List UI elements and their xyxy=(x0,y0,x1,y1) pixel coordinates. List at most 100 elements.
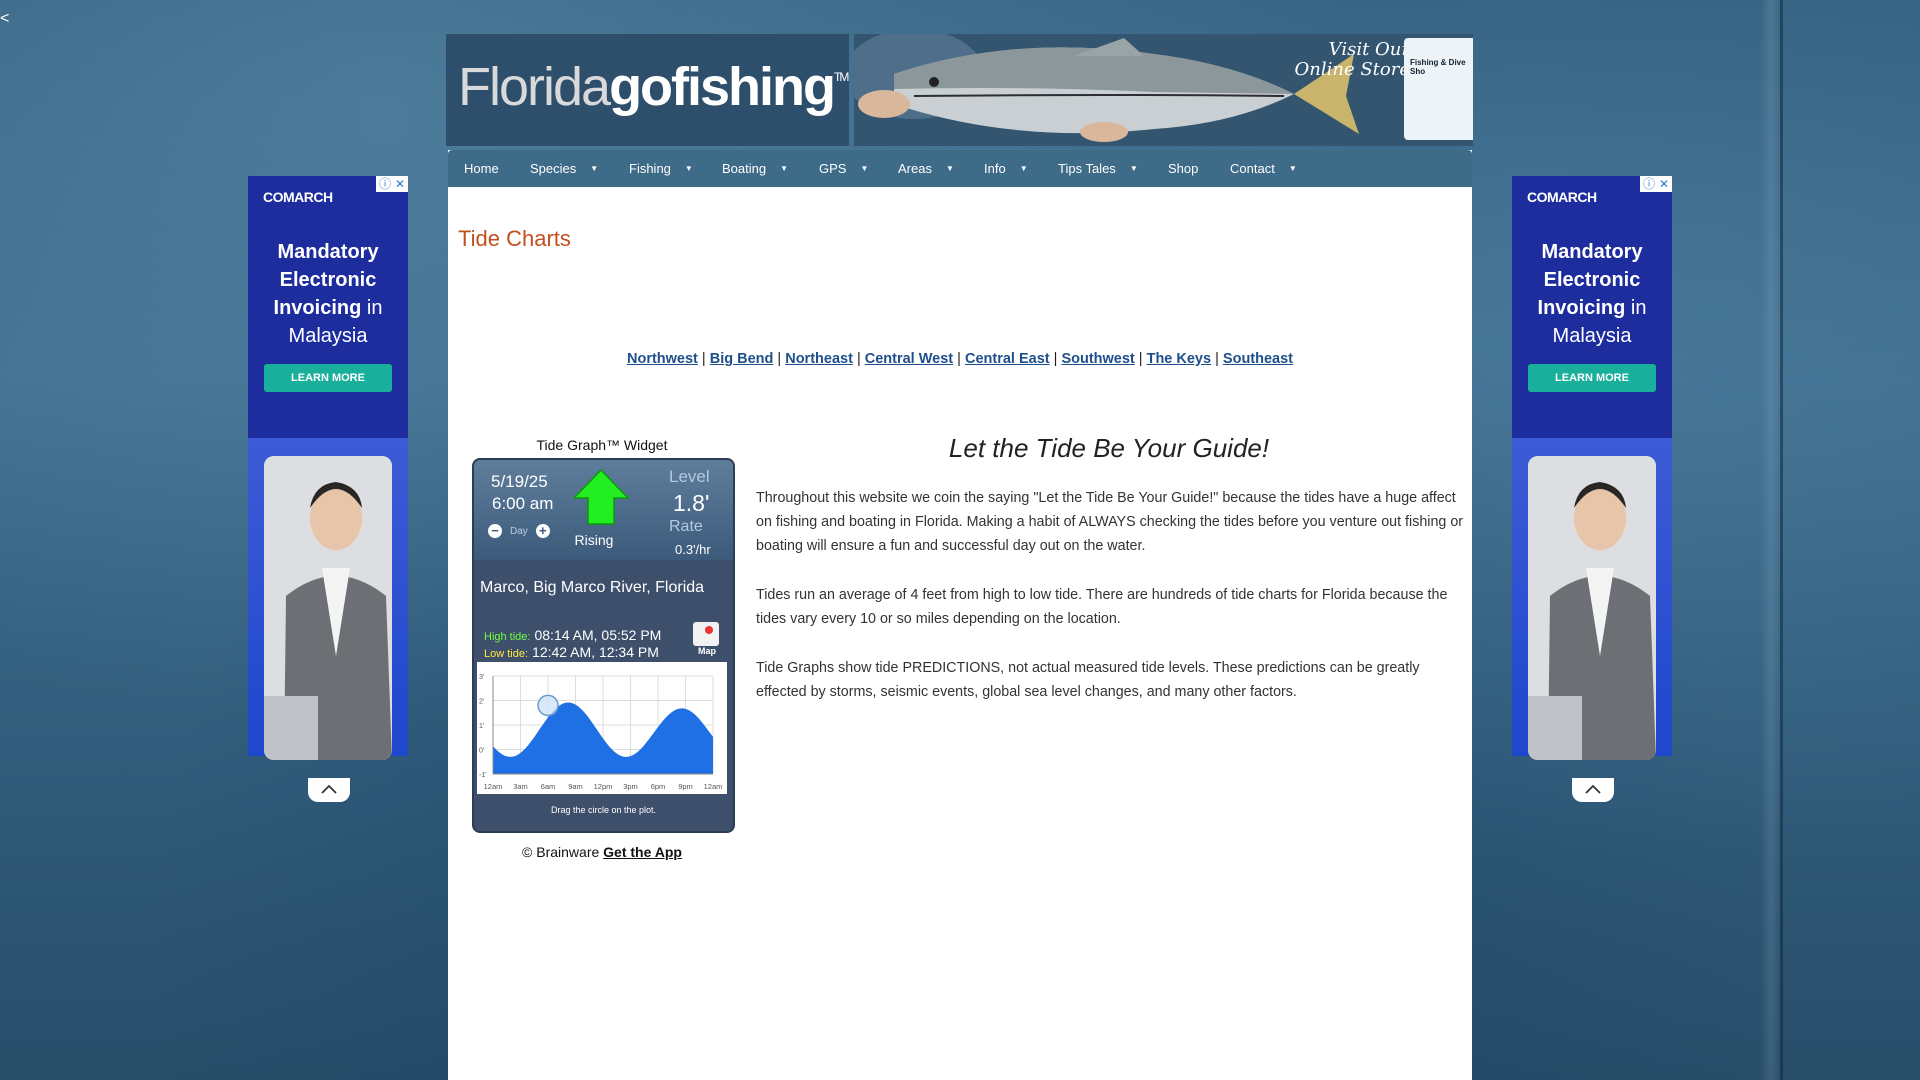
nav-item-tips-tales[interactable]: Tips Tales ▼ xyxy=(1058,150,1138,187)
ad-info-icon[interactable]: ⓘ xyxy=(379,177,392,191)
low-tide-times: 12:42 AM, 12:34 PM xyxy=(532,644,659,660)
ad-close-icon[interactable]: ✕ xyxy=(1659,177,1670,191)
region-link-northeast[interactable]: Northeast xyxy=(785,351,853,367)
logo-bold-text: gofishing xyxy=(609,57,836,117)
x-tick-label: 3pm xyxy=(623,782,638,791)
x-tick-label: 6pm xyxy=(651,782,666,791)
tide-plot[interactable]: 3' 2' 1' 0' -1' 12am 3am 6am 9am 12pm 3pm 6pm 9pm 12a… xyxy=(477,662,727,794)
chevron-up-icon xyxy=(1585,784,1601,794)
chevron-down-icon: ▼ xyxy=(590,164,599,173)
rising-arrow-icon xyxy=(572,468,630,525)
day-stepper: − Day + xyxy=(488,524,550,538)
y-tick-label: 1' xyxy=(479,723,484,730)
y-tick-label: 3' xyxy=(479,674,484,681)
nav-item-shop[interactable]: Shop xyxy=(1168,161,1199,176)
snook-fish-image xyxy=(854,34,1473,146)
ad-headline: Mandatory Electronic Invoicing in Malays… xyxy=(1537,241,1647,347)
page-title: Tide Charts xyxy=(458,226,571,251)
nav-item-home[interactable]: Home xyxy=(464,161,499,176)
ad-headline: Mandatory Electronic Invoicing in Malays… xyxy=(273,241,383,347)
right-ad[interactable]: COMARCH ⓘ ✕ Mandatory Electronic Invoici… xyxy=(1512,176,1672,802)
logo-light-text: Florida xyxy=(458,57,611,117)
chevron-down-icon: ▼ xyxy=(945,164,954,173)
nav-item-gps[interactable]: GPS ▼ xyxy=(819,150,868,187)
x-tick-label: 9am xyxy=(568,782,583,791)
background-edge-line xyxy=(1780,0,1783,1080)
tide-curve-area xyxy=(493,702,713,774)
map-button[interactable]: Map xyxy=(693,622,721,660)
ad-brand-logo: COMARCH xyxy=(263,189,333,205)
nav-item-contact[interactable]: Contact ▼ xyxy=(1230,150,1297,187)
chevron-down-icon: ▼ xyxy=(1129,164,1138,173)
tide-plot-svg: 3' 2' 1' 0' -1' 12am 3am 6am 9am 12pm 3pm 6pm 9pm 12a… xyxy=(479,674,723,791)
nav-item-fishing[interactable]: Fishing ▼ xyxy=(629,150,693,187)
ad-person-image xyxy=(1528,456,1656,760)
tide-graph-widget: 5/19/25 6:00 am − Day + Rising Level 1.8' … xyxy=(472,458,735,833)
store-product-image: Fishing & Dive Sho xyxy=(1404,38,1473,140)
nav-item-areas[interactable]: Areas ▼ xyxy=(898,150,954,187)
plot-hint: Drag the circle on the plot. xyxy=(550,805,657,815)
map-pin-icon xyxy=(693,622,719,646)
ad-collapse-button[interactable] xyxy=(1572,778,1614,802)
high-tide-times: 08:14 AM, 05:52 PM xyxy=(534,627,662,643)
chevron-up-icon xyxy=(321,784,337,794)
region-link-central-east[interactable]: Central East xyxy=(964,351,1050,367)
rate-label: Rate xyxy=(669,518,703,535)
region-link-southeast[interactable]: Southeast xyxy=(1222,351,1294,367)
article-paragraph-2: Tides run an average of 4 feet from high… xyxy=(756,587,1448,627)
high-tide-label: High tide: xyxy=(484,631,531,643)
back-arrow-glyph[interactable]: < xyxy=(0,10,10,27)
y-tick-label: 0' xyxy=(479,748,484,755)
region-link-southwest[interactable]: Southwest xyxy=(1061,351,1135,367)
ad-choices[interactable]: ⓘ ✕ xyxy=(376,176,408,192)
region-link-the-keys[interactable]: The Keys xyxy=(1146,351,1212,367)
article-paragraph-3: Tide Graphs show tide PREDICTIONS, not a… xyxy=(756,660,1420,700)
ad-info-icon[interactable]: ⓘ xyxy=(1643,177,1656,191)
main-nav: Home Species ▼ Fishing ▼ Boating ▼ GPS ▼ Are… xyxy=(448,150,1472,187)
y-tick-label: 2' xyxy=(479,699,484,706)
chevron-down-icon: ▼ xyxy=(684,164,693,173)
chevron-down-icon: ▼ xyxy=(780,164,789,173)
x-tick-label: 12am xyxy=(484,782,503,791)
level-label: Level xyxy=(669,467,710,486)
widget-date: 5/19/25 xyxy=(491,472,548,491)
online-store-banner[interactable]: Visit Our Online Store Fishing & Dive Sh… xyxy=(854,34,1473,146)
low-tide-label: Low tide: xyxy=(484,648,529,660)
x-tick-label: 6am xyxy=(541,782,556,791)
region-link-central-west[interactable]: Central West xyxy=(864,351,954,367)
store-promo-text: Visit Our Online Store xyxy=(1294,39,1411,80)
nav-item-species[interactable]: Species ▼ xyxy=(530,150,598,187)
ad-learn-more-button[interactable]: LEARN MORE xyxy=(264,364,392,392)
tide-times: High tide: 08:14 AM, 05:52 PM Low tide: 12… xyxy=(484,628,661,662)
x-tick-label: 12pm xyxy=(594,782,613,791)
ad-collapse-button[interactable] xyxy=(308,778,350,802)
ad-person-image xyxy=(264,456,392,760)
x-tick-label: 12am xyxy=(704,782,723,791)
region-link-northwest[interactable]: Northwest xyxy=(626,351,698,367)
previous-day-button[interactable]: − xyxy=(488,524,502,538)
ad-brand-logo: COMARCH xyxy=(1527,189,1597,205)
ad-learn-more-button[interactable]: LEARN MORE xyxy=(1528,364,1656,392)
ad-choices[interactable]: ⓘ ✕ xyxy=(1640,176,1672,192)
x-tick-label: 9pm xyxy=(678,782,693,791)
rate-value: 0.3'/hr xyxy=(675,542,711,557)
x-tick-label: 3am xyxy=(513,782,528,791)
widget-credit: © Brainware Get the App xyxy=(522,844,682,860)
next-day-button[interactable]: + xyxy=(535,524,550,538)
tide-location[interactable]: Marco, Big Marco River, Florida xyxy=(480,579,705,596)
article-heading: Let the Tide Be Your Guide! xyxy=(948,433,1270,463)
region-links: Northwest | Big Bend | Northeast | Centr… xyxy=(626,351,1294,367)
tide-drag-handle[interactable] xyxy=(537,694,559,717)
site-logo[interactable]: FloridagofishingTM xyxy=(446,34,849,146)
background-water-streak xyxy=(1760,0,1782,1080)
nav-item-info[interactable]: Info ▼ xyxy=(984,150,1028,187)
nav-item-boating[interactable]: Boating ▼ xyxy=(722,150,788,187)
tide-trend: Rising xyxy=(574,532,614,548)
level-value: 1.8' xyxy=(673,490,710,516)
get-the-app-link[interactable]: Get the App xyxy=(603,844,682,860)
region-link-big-bend[interactable]: Big Bend xyxy=(709,351,774,367)
widget-time: 6:00 am xyxy=(492,494,554,513)
ad-close-icon[interactable]: ✕ xyxy=(395,177,406,191)
left-ad[interactable]: COMARCH ⓘ ✕ Mandatory Electronic Invoici… xyxy=(248,176,408,802)
article-paragraph-1: Throughout this website we coin the sayi… xyxy=(756,490,1464,554)
